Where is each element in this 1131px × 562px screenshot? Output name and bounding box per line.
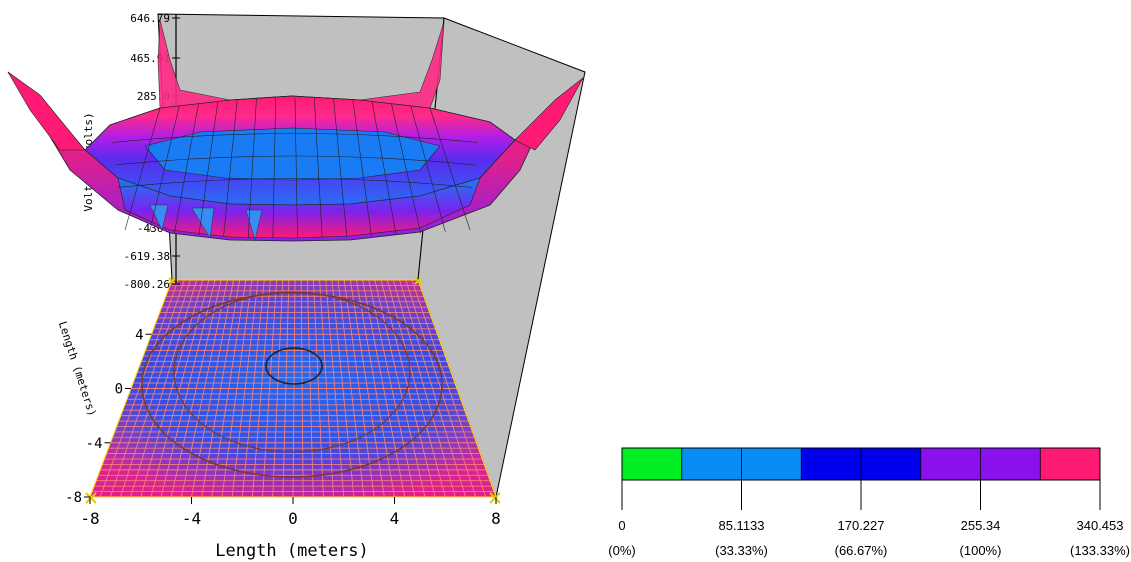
surface-basin (144, 127, 441, 181)
floor-grid-col (343, 279, 375, 498)
legend-band (741, 448, 802, 480)
legend-band (801, 448, 862, 480)
floor-grid-col (362, 279, 406, 498)
floor-plane (85, 277, 501, 504)
floor-grid-col (374, 279, 426, 498)
legend-band (861, 448, 922, 480)
surface-mesh-line (391, 103, 422, 234)
z-tick-label: -619.38 (124, 250, 170, 263)
legend-tick-percent: (66.67%) (835, 543, 888, 558)
surface-mesh-line (371, 101, 397, 236)
legend-tick-value: 170.227 (838, 518, 885, 533)
surface-mesh-ring (114, 155, 476, 166)
x-axis-label: Length (meters) (215, 541, 369, 561)
surface-mesh-line (198, 101, 219, 236)
surface-spike-3 (245, 209, 263, 241)
color-legend: 0 (0%) 85.1133 (33.33%) 170.227 (66.67%) 255.3… (608, 447, 1130, 558)
floor-grid-col (292, 279, 296, 498)
y-axis-label: Length (meters) (56, 320, 99, 418)
surface-mesh-line (410, 105, 446, 232)
y-tick-label: -4 (86, 436, 103, 452)
x-tick-label: -8 (80, 509, 99, 528)
legend-tick-value: 255.34 (961, 518, 1001, 533)
floor-grid-col (392, 279, 456, 498)
surface-mesh-line (149, 105, 180, 232)
legend-tick-value: 85.1133 (718, 518, 764, 533)
surface-mesh-line (333, 98, 348, 238)
surface-mesh-line (272, 98, 277, 238)
surface-mesh-ring (117, 178, 473, 188)
floor-grid-col (405, 279, 477, 498)
legend-band (681, 448, 742, 480)
surface-mesh-line (124, 107, 161, 231)
floor-corner-markers (85, 277, 501, 504)
floor-grid-col (411, 279, 487, 498)
floor-inner-contour (265, 347, 323, 385)
legend-band (980, 448, 1041, 480)
legend-ticks: 0 (0%) 85.1133 (33.33%) 170.227 (66.67%) 255.3… (608, 480, 1130, 558)
legend-band (1040, 448, 1101, 480)
surface-mesh-line (429, 107, 471, 231)
legend-tick-value: 0 (618, 518, 625, 533)
legend-tick-percent: (133.33%) (1070, 543, 1130, 558)
surface-mesh (112, 97, 478, 239)
y-tick-label: 0 (115, 382, 123, 398)
surface-back-sheet (157, 19, 445, 109)
floor-grid-col (300, 279, 304, 498)
surface (7, 19, 584, 242)
x-tick-label: 4 (390, 509, 400, 528)
floor-grid-col (399, 279, 466, 498)
surface-mesh-line (223, 100, 238, 237)
legend-band (622, 448, 683, 480)
x-axis-ticks: -8 -4 0 4 8 (80, 497, 501, 528)
floor-grid-col (356, 279, 395, 498)
floor-mid-contour (173, 291, 411, 453)
surface-mesh-line (352, 100, 372, 237)
floor-grid-col (337, 279, 365, 498)
floor-grid-col (319, 279, 335, 498)
legend-bands (622, 448, 1101, 480)
legend-tick-percent: (100%) (960, 543, 1002, 558)
surface-mesh-line (294, 97, 298, 239)
z-tick-label: 646.79 (130, 12, 170, 25)
legend-tick-value: 340.453 (1077, 518, 1124, 533)
surface-mesh-line (247, 98, 257, 238)
floor-grid-col (306, 279, 314, 498)
floor-grid (89, 279, 497, 498)
z-tick-label: -800.26 (124, 278, 170, 291)
legend-tick-percent: (33.33%) (715, 543, 768, 558)
surface-right-spike (514, 77, 584, 151)
surface-mesh-line (173, 103, 199, 234)
surface-mesh-line (313, 98, 323, 238)
y-axis-ticks: 4 0 -4 -8 (65, 327, 152, 506)
y-tick-label: -8 (65, 490, 82, 506)
floor-grid-col (313, 279, 324, 498)
x-tick-label: 8 (491, 509, 501, 528)
floor-grid-col (331, 279, 355, 498)
x-tick-label: 0 (288, 509, 298, 528)
floor-outer-contour (141, 292, 443, 478)
surface-mesh-ring (112, 133, 478, 143)
floor-grid-col (386, 279, 446, 498)
floor-grid-col (325, 279, 345, 498)
legend-band (920, 448, 981, 480)
surface-left-spike (7, 71, 86, 151)
legend-tick-percent: (0%) (608, 543, 635, 558)
y-tick-label: 4 (135, 327, 143, 343)
x-tick-label: -4 (182, 509, 201, 528)
